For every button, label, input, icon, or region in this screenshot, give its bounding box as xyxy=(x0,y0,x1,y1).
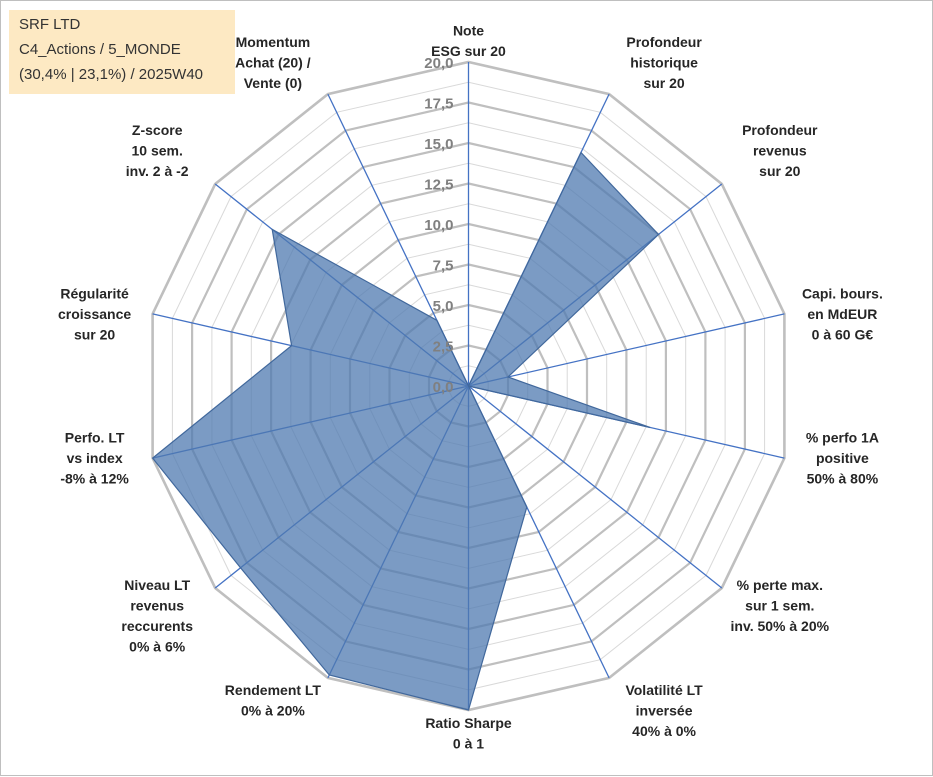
category-label-line: % perfo 1A xyxy=(806,430,879,446)
category-label-line: 50% à 80% xyxy=(807,471,879,487)
category-label-line: Capi. bours. xyxy=(802,285,883,301)
category-label-line: Perfo. LT xyxy=(65,430,125,446)
tick-label: 10,0 xyxy=(424,217,453,234)
performance-period: (30,4% | 23,1%) / 2025W40 xyxy=(19,62,235,87)
tick-label: 7,5 xyxy=(433,258,454,275)
category-label: Profondeur historique sur 20 xyxy=(626,34,702,91)
category-label-line: sur 20 xyxy=(643,75,684,91)
category-label-line: inv. 2 à -2 xyxy=(126,163,189,179)
category-label-line: 0 à 1 xyxy=(453,736,484,752)
category-label: Ratio Sharpe 0 à 1 xyxy=(425,715,512,752)
category-label-line: en MdEUR xyxy=(807,306,877,322)
category-label-line: historique xyxy=(630,55,698,71)
category-label-line: sur 20 xyxy=(74,326,115,342)
company-name: SRF LTD xyxy=(19,12,235,37)
tick-label: 0,0 xyxy=(433,379,454,396)
category-label: Profondeur revenus sur 20 xyxy=(742,122,818,179)
category-label-line: revenus xyxy=(130,598,184,614)
category-label-line: Note xyxy=(453,23,484,39)
category-label-line: Ratio Sharpe xyxy=(425,715,512,731)
category-label-line: sur 20 xyxy=(759,163,800,179)
category-label: Perfo. LT vs index -8% à 12% xyxy=(60,430,129,487)
category-label-line: Volatilité LT xyxy=(625,682,703,698)
category-label-line: Z-score xyxy=(132,122,183,138)
tick-label: 5,0 xyxy=(433,298,454,315)
category-label-line: Profondeur xyxy=(626,34,702,50)
category-label-line: Achat (20) / xyxy=(235,55,311,71)
category-label: Régularité croissance sur 20 xyxy=(58,285,131,342)
category-label-line: 0 à 60 G€ xyxy=(812,326,874,342)
category-label-line: reccurents xyxy=(121,618,193,634)
category-label-line: inv. 50% à 20% xyxy=(731,618,830,634)
category-label: % perte max. sur 1 sem. inv. 50% à 20% xyxy=(731,577,830,634)
category-label: Capi. bours. en MdEUR 0 à 60 G€ xyxy=(802,285,883,342)
category-label-line: Profondeur xyxy=(742,122,818,138)
category-label: Momentum Achat (20) / Vente (0) xyxy=(235,34,311,91)
category-label-line: 40% à 0% xyxy=(632,723,696,739)
category-label: Niveau LT revenus reccurents 0% à 6% xyxy=(121,577,193,655)
tick-label: 2,5 xyxy=(433,339,454,356)
category-label-line: sur 1 sem. xyxy=(745,598,814,614)
tick-label: 12,5 xyxy=(424,177,453,194)
category-label-line: -8% à 12% xyxy=(60,471,129,487)
category-label-line: 10 sem. xyxy=(132,143,183,159)
category-label-line: Vente (0) xyxy=(244,75,302,91)
category-label: % perfo 1A positive 50% à 80% xyxy=(806,430,879,487)
category-label: Note ESG sur 20 xyxy=(431,23,506,60)
portfolio-category: C4_Actions / 5_MONDE xyxy=(19,37,235,62)
series-area xyxy=(153,153,659,711)
tick-label: 17,5 xyxy=(424,96,453,113)
category-label-line: Niveau LT xyxy=(124,577,190,593)
tick-label: 15,0 xyxy=(424,136,453,153)
category-label-line: croissance xyxy=(58,306,131,322)
category-label-line: 0% à 6% xyxy=(129,639,186,655)
category-label-line: vs index xyxy=(67,450,123,466)
category-label: Volatilité LT inversée 40% à 0% xyxy=(625,682,703,739)
category-label-line: Rendement LT xyxy=(225,682,322,698)
info-box: SRF LTD C4_Actions / 5_MONDE (30,4% | 23… xyxy=(9,10,235,94)
category-label-line: Régularité xyxy=(60,285,129,301)
category-label-line: ESG sur 20 xyxy=(431,43,506,59)
category-label-line: % perte max. xyxy=(737,577,823,593)
radar-series xyxy=(153,152,659,710)
category-label-line: revenus xyxy=(753,143,807,159)
category-label-line: 0% à 20% xyxy=(241,702,305,718)
category-label-line: Momentum xyxy=(236,34,311,50)
category-label: Rendement LT 0% à 20% xyxy=(225,682,322,719)
category-label-line: inversée xyxy=(636,702,693,718)
category-label-line: positive xyxy=(816,450,869,466)
category-label: Z-score 10 sem. inv. 2 à -2 xyxy=(126,122,189,179)
